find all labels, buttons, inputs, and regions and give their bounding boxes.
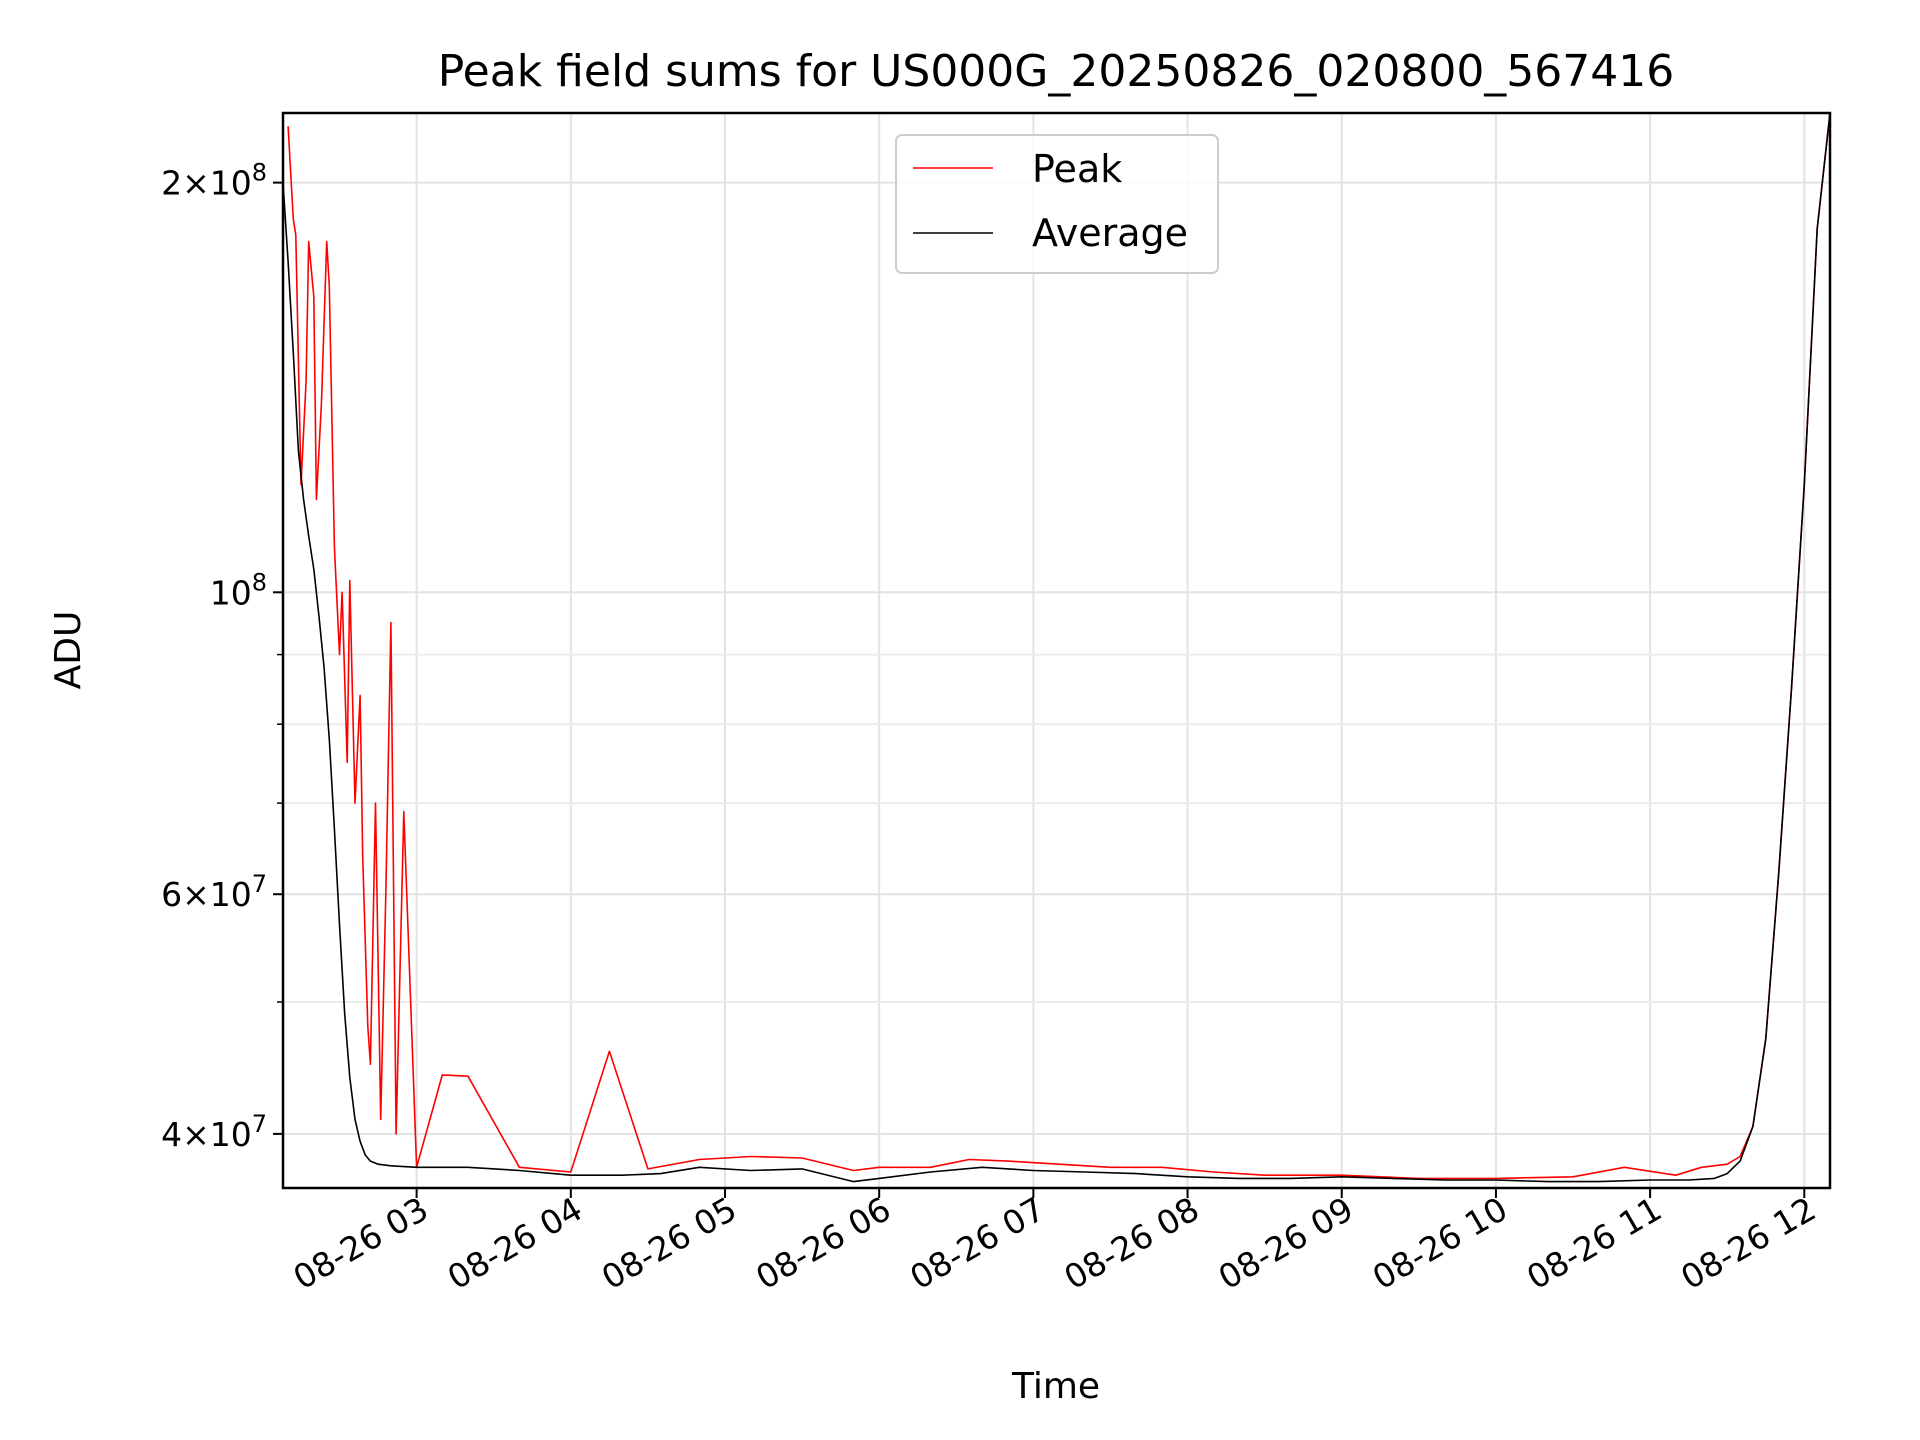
y-tick-label: 6×107 — [161, 870, 267, 914]
legend-label-peak: Peak — [1032, 147, 1122, 191]
y-tick-label: 4×107 — [161, 1110, 267, 1154]
y-axis-label: ADU — [48, 611, 89, 690]
y-axis-ticks: 108 2×108 4×107 6×107 — [161, 159, 283, 1154]
plot-series — [283, 113, 1830, 1183]
legend-label-average: Average — [1032, 211, 1188, 255]
series-line-average — [283, 113, 1830, 1183]
plot-frame — [281, 111, 1832, 1190]
series-line-peak — [287, 113, 1830, 1180]
grid — [283, 113, 1830, 1188]
y-tick-label: 2×108 — [161, 159, 267, 203]
x-axis-label: Time — [1011, 1366, 1100, 1407]
y-tick-label: 108 — [210, 568, 267, 612]
chart-title: Peak field sums for US000G_20250826_0208… — [438, 46, 1675, 97]
legend: Peak Average — [895, 134, 1219, 274]
legend-box — [895, 134, 1219, 274]
